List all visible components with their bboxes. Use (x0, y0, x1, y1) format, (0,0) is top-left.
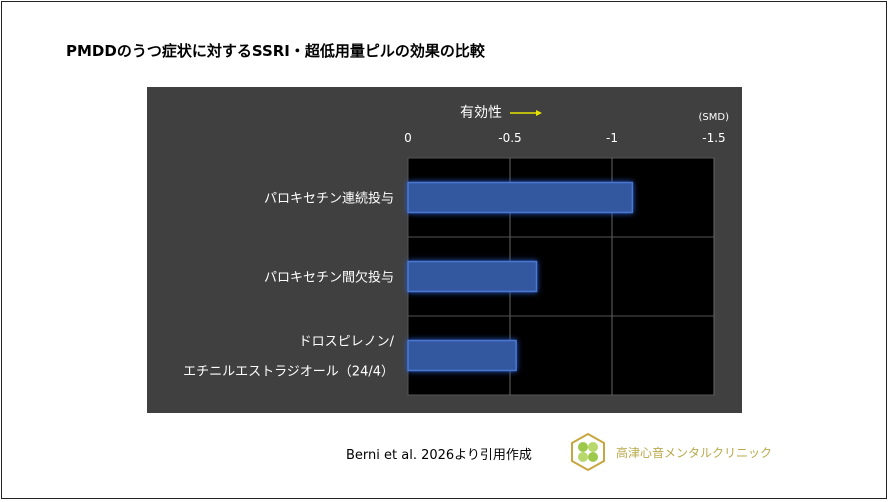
chart-panel: 0 -0.5 -1 -1.5 パロキセチン連続投与 パロキセチン間欠投与ドロスピレノン/エ… (147, 87, 742, 413)
clinic-name: 高津心音メンタルクリニック (616, 446, 773, 460)
annotation-label: 有効性 (460, 105, 502, 121)
category-label: ドロスピレノン/ (299, 335, 395, 350)
unit-label: (SMD) (699, 112, 730, 123)
bar (407, 339, 517, 372)
slide-title: PMDDのうつ症状に対するSSRI・超低用量ピルの効果の比較 (66, 42, 485, 60)
clinic-logo: 高津心音メンタルクリニック (568, 432, 778, 472)
source-citation: Berni et al. 2026より引用作成 (346, 448, 532, 463)
arrow-head-icon (536, 110, 542, 116)
bar (407, 260, 538, 293)
tick-label: -0.5 (498, 131, 521, 145)
tick-label: -1.5 (702, 131, 725, 145)
clover-hexagon-icon (571, 432, 605, 472)
chart: 0 -0.5 -1 -1.5 パロキセチン連続投与パロキセチン間欠投与ドロスピレノン/エ… (183, 105, 730, 396)
tick-label: 0 (404, 131, 412, 145)
category-label: パロキセチン連続投与 (264, 191, 394, 207)
tick-label: -1 (606, 131, 618, 145)
category-label: エチニルエストラジオール（24/4） (183, 365, 394, 380)
category-label: パロキセチン間欠投与 (264, 270, 394, 286)
bar (407, 181, 634, 214)
